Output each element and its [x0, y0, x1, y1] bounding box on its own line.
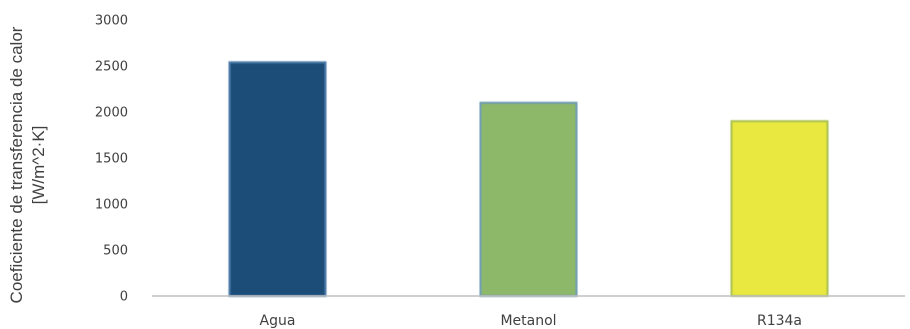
- x-tick-label: Metanol: [500, 313, 556, 329]
- y-tick-label: 0: [120, 290, 128, 305]
- bars: [228, 61, 829, 297]
- bar-r134a: [730, 120, 829, 297]
- y-axis-title-line2: [W/m^2·K]: [29, 126, 48, 205]
- y-tick-label: 1000: [95, 198, 128, 213]
- bar-agua: [228, 61, 327, 297]
- y-tick-label: 500: [103, 244, 128, 259]
- x-axis-labels: Agua Metanol R134a: [260, 313, 802, 329]
- y-tick-label: 2500: [95, 60, 128, 75]
- x-tick-label: R134a: [757, 313, 802, 329]
- bar-metanol: [479, 101, 578, 297]
- y-tick-label: 2000: [95, 106, 128, 121]
- y-axis-title: Coeficiente de transferencia de calor [W…: [7, 26, 48, 303]
- y-axis-title-line1: Coeficiente de transferencia de calor: [7, 26, 26, 303]
- y-tick-label: 1500: [95, 152, 128, 167]
- x-tick-label: Agua: [260, 313, 296, 329]
- y-axis-ticks: 0 500 1000 1500 2000 2500 3000: [95, 14, 128, 305]
- y-tick-label: 3000: [95, 14, 128, 29]
